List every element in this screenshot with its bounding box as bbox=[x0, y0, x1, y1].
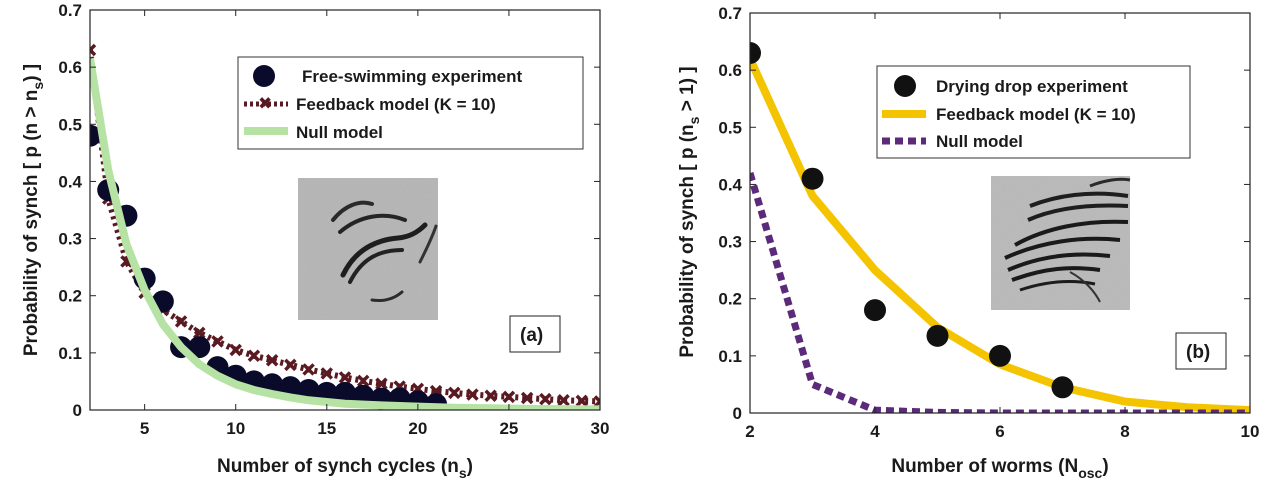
y-tick-label-a-2: 0.2 bbox=[58, 287, 82, 306]
y-tick-label-a-0: 0 bbox=[73, 401, 82, 420]
data-point-a-1-13 bbox=[320, 367, 334, 380]
legend-a-entry-2: Null model bbox=[244, 123, 383, 142]
legend-a-entry-1: ✖ Feedback model (K = 10) bbox=[244, 94, 496, 114]
y-tick-label-a-5: 0.5 bbox=[58, 115, 82, 134]
data-point-a-1-22 bbox=[484, 389, 497, 402]
data-point-a-1-5 bbox=[174, 315, 188, 328]
y-tick-label-a-7: 0.7 bbox=[58, 1, 82, 20]
data-point-b-0-0 bbox=[750, 42, 761, 64]
data-point-a-1-14 bbox=[338, 371, 352, 384]
legend-a-marker-0 bbox=[253, 65, 275, 87]
svg-text:✖: ✖ bbox=[258, 94, 272, 113]
svg-text:(a): (a) bbox=[520, 325, 543, 346]
x-axis-label-a: Number of synch cycles (ns) bbox=[217, 456, 473, 481]
inset-image-a bbox=[298, 178, 438, 320]
axes-box-a bbox=[89, 9, 601, 411]
x-tick-label-a-1: 10 bbox=[226, 419, 245, 438]
data-point-a-1-8 bbox=[229, 343, 242, 357]
data-point-b-0-3 bbox=[926, 324, 949, 347]
y-tick-label-b-5: 0.5 bbox=[718, 118, 742, 137]
plot-area-b bbox=[750, 42, 1250, 413]
legend-a-entry-0: Free-swimming experiment bbox=[253, 65, 522, 87]
plot-area-a bbox=[90, 43, 600, 410]
data-point-a-1-7 bbox=[211, 335, 224, 348]
y-tick-label-a-6: 0.6 bbox=[58, 58, 82, 77]
data-point-a-1-27 bbox=[575, 394, 589, 408]
series-line-a-2 bbox=[90, 57, 600, 410]
chart-panel-b: 2 4 6 8 10 0 0.1 0.2 0.3 0.4 0.5 0.6 0.7 Drying drop… bbox=[677, 4, 1259, 481]
data-point-a-1-0 bbox=[90, 43, 97, 57]
x-tick-label-b-0: 2 bbox=[745, 422, 754, 441]
data-point-a-1-9 bbox=[247, 349, 261, 362]
legend-a: Free-swimming experiment ✖ Feedback mode… bbox=[237, 56, 584, 150]
ticks-a: 5 10 15 20 25 30 0 0.1 0.2 0.3 0.4 0.5 0.6 0.7 bbox=[58, 1, 609, 438]
legend-b-label-2: Null model bbox=[936, 132, 1023, 151]
y-tick-label-a-1: 0.1 bbox=[58, 344, 82, 363]
data-point-a-0-14 bbox=[334, 381, 356, 404]
y-tick-label-a-4: 0.4 bbox=[58, 172, 82, 191]
svg-text:(b): (b) bbox=[1186, 342, 1210, 363]
data-point-a-1-11 bbox=[284, 358, 297, 372]
y-axis-label-b: Probability of synch [ p (ns > 1) ] bbox=[677, 66, 702, 357]
data-point-a-1-15 bbox=[356, 374, 370, 388]
data-point-b-0-1 bbox=[801, 167, 824, 190]
y-tick-label-b-4: 0.4 bbox=[718, 175, 742, 194]
legend-b-entry-2: Null model bbox=[882, 132, 1023, 151]
data-point-a-1-26 bbox=[557, 394, 570, 407]
data-point-a-0-6 bbox=[188, 336, 211, 359]
data-point-b-0-2 bbox=[864, 299, 886, 322]
ticks-b: 2 4 6 8 10 0 0.1 0.2 0.3 0.4 0.5 0.6 0.7 bbox=[718, 4, 1259, 441]
y-tick-label-b-6: 0.6 bbox=[718, 61, 742, 80]
series-b-0 bbox=[750, 42, 1074, 399]
y-tick-label-a-3: 0.3 bbox=[58, 230, 82, 249]
y-tick-label-b-0: 0 bbox=[733, 404, 742, 423]
x-tick-label-a-0: 5 bbox=[140, 419, 149, 438]
data-point-a-1-16 bbox=[375, 377, 388, 390]
y-tick-label-b-3: 0.3 bbox=[718, 233, 742, 252]
data-point-a-1-21 bbox=[466, 388, 479, 401]
data-point-a-1-24 bbox=[520, 391, 534, 405]
data-point-b-0-4 bbox=[989, 344, 1011, 367]
x-tick-label-a-2: 15 bbox=[317, 419, 336, 438]
chart-panel-a: 5 10 15 20 25 30 0 0.1 0.2 0.3 0.4 0.5 0.6 0.7 Free-s… bbox=[21, 1, 609, 481]
legend-a-label-2: Null model bbox=[296, 123, 383, 142]
x-tick-label-b-2: 6 bbox=[995, 422, 1004, 441]
x-tick-label-b-1: 4 bbox=[870, 422, 880, 441]
legend-b-label-1: Feedback model (K = 10) bbox=[936, 105, 1136, 124]
data-point-a-1-28 bbox=[593, 395, 600, 408]
inset-image-b bbox=[991, 176, 1131, 310]
y-tick-label-b-2: 0.2 bbox=[718, 290, 742, 309]
data-point-a-1-6 bbox=[193, 326, 206, 340]
y-tick-label-b-7: 0.7 bbox=[718, 4, 742, 23]
x-axis-label-b: Number of worms (Nosc) bbox=[891, 456, 1108, 481]
legend-b-entry-0: Drying drop experiment bbox=[894, 75, 1128, 97]
legend-b: Drying drop experiment Feedback model (K… bbox=[876, 65, 1191, 159]
legend-b-label-0: Drying drop experiment bbox=[936, 77, 1128, 96]
panel-label-a: (a) bbox=[509, 315, 561, 353]
data-point-a-1-10 bbox=[265, 354, 279, 367]
legend-b-entry-1: Feedback model (K = 10) bbox=[882, 105, 1136, 124]
x-tick-label-a-3: 20 bbox=[408, 419, 427, 438]
x-tick-label-b-3: 8 bbox=[1120, 422, 1129, 441]
legend-a-label-0: Free-swimming experiment bbox=[302, 67, 522, 86]
data-point-a-1-25 bbox=[539, 392, 552, 406]
y-tick-label-b-1: 0.1 bbox=[718, 347, 742, 366]
x-tick-label-a-4: 25 bbox=[499, 419, 518, 438]
legend-b-marker-0 bbox=[894, 75, 916, 97]
y-axis-label-a: Probability of synch [ p (n > ns) ] bbox=[21, 64, 46, 356]
series-a-2 bbox=[90, 57, 600, 410]
panel-label-b: (b) bbox=[1175, 332, 1227, 370]
data-point-a-1-23 bbox=[502, 390, 516, 404]
data-point-a-1-20 bbox=[448, 386, 461, 400]
x-tick-label-a-5: 30 bbox=[591, 419, 610, 438]
x-tick-label-b-4: 10 bbox=[1241, 422, 1260, 441]
data-point-a-1-12 bbox=[302, 363, 315, 376]
legend-a-label-1: Feedback model (K = 10) bbox=[296, 95, 496, 114]
data-point-b-0-5 bbox=[1051, 376, 1074, 399]
